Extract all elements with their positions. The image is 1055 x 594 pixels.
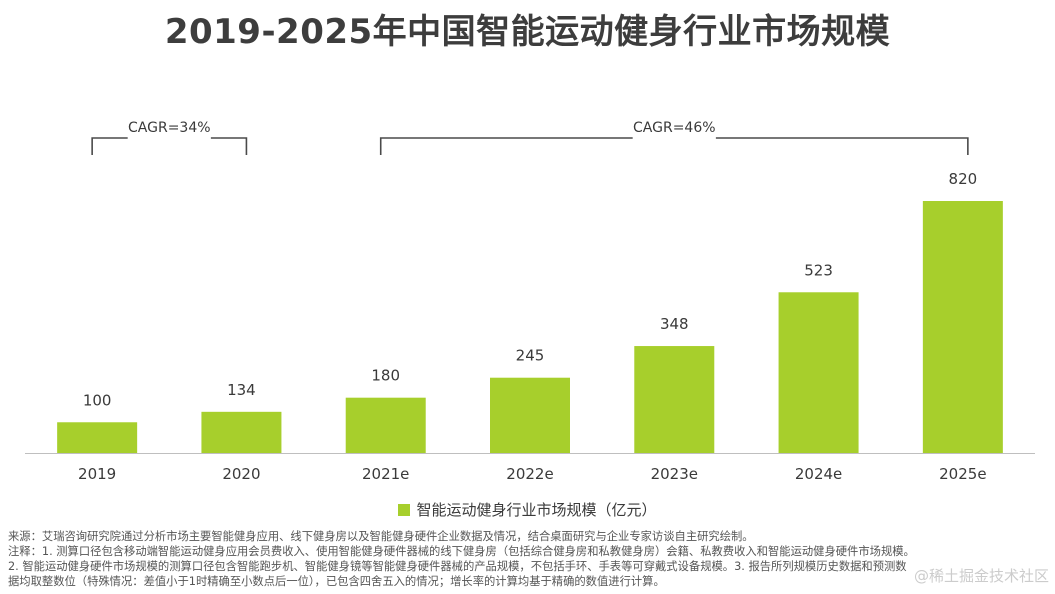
note-line-3: 据均取整数位（特殊情况：差值小于1时精确至小数点后一位），已包含四舍五入的情况；… — [8, 575, 665, 588]
source-line: 来源：艾瑞咨询研究院通过分析市场主要智能健身应用、线下健身房以及智能健身硬件企业… — [8, 530, 754, 543]
source-notes: 来源：艾瑞咨询研究院通过分析市场主要智能健身应用、线下健身房以及智能健身硬件企业… — [8, 529, 1053, 589]
cagr-bracket-2 — [379, 137, 969, 155]
bar-2022e — [490, 377, 570, 453]
bar-2023e — [634, 346, 715, 453]
note-line-2: 2. 智能运动健身硬件市场规模的测算口径包含智能跑步机、智能健身镜等智能健身硬件… — [8, 560, 907, 573]
x-tick-label-2025e: 2025e — [939, 465, 986, 483]
legend: 智能运动健身行业市场规模（亿元） — [0, 499, 1055, 520]
x-tick-label-2024e: 2024e — [795, 465, 842, 483]
bar-chart: 100 2019 134 2020 180 2021e 245 2022e 348 2023e 52… — [25, 120, 1035, 483]
value-label-2024e: 523 — [804, 261, 833, 279]
note-line-1: 注释：1. 测算口径包含移动端智能运动健身应用会员费收入、使用智能健身硬件器械的… — [8, 545, 915, 558]
bar-2024e — [778, 292, 859, 453]
bar-2020 — [201, 411, 282, 453]
cagr-bracket-1 — [91, 137, 248, 155]
cagr-label-1: CAGR=34% — [128, 120, 211, 136]
chart-title: 2019-2025年中国智能运动健身行业市场规模 — [164, 12, 891, 52]
value-label-2023e: 348 — [660, 315, 689, 333]
legend-label: 智能运动健身行业市场规模（亿元） — [416, 501, 657, 519]
value-label-2021e: 180 — [371, 367, 400, 385]
x-tick-label-2020: 2020 — [222, 465, 260, 483]
x-tick-label-2023e: 2023e — [651, 465, 698, 483]
bar-2025e — [922, 201, 1003, 453]
x-tick-label-2022e: 2022e — [506, 465, 553, 483]
x-tick-label-2019: 2019 — [78, 465, 116, 483]
bar-2019 — [57, 422, 138, 453]
cagr-label-2: CAGR=46% — [633, 120, 716, 136]
watermark: @稀土掘金技术社区 — [913, 565, 1049, 586]
legend-swatch — [398, 504, 411, 516]
value-label-2019: 100 — [83, 391, 112, 409]
value-label-2020: 134 — [227, 381, 256, 399]
bar-2021e — [345, 397, 426, 453]
x-tick-label-2021e: 2021e — [362, 465, 409, 483]
value-label-2022e: 245 — [516, 347, 545, 365]
value-label-2025e: 820 — [949, 170, 978, 188]
